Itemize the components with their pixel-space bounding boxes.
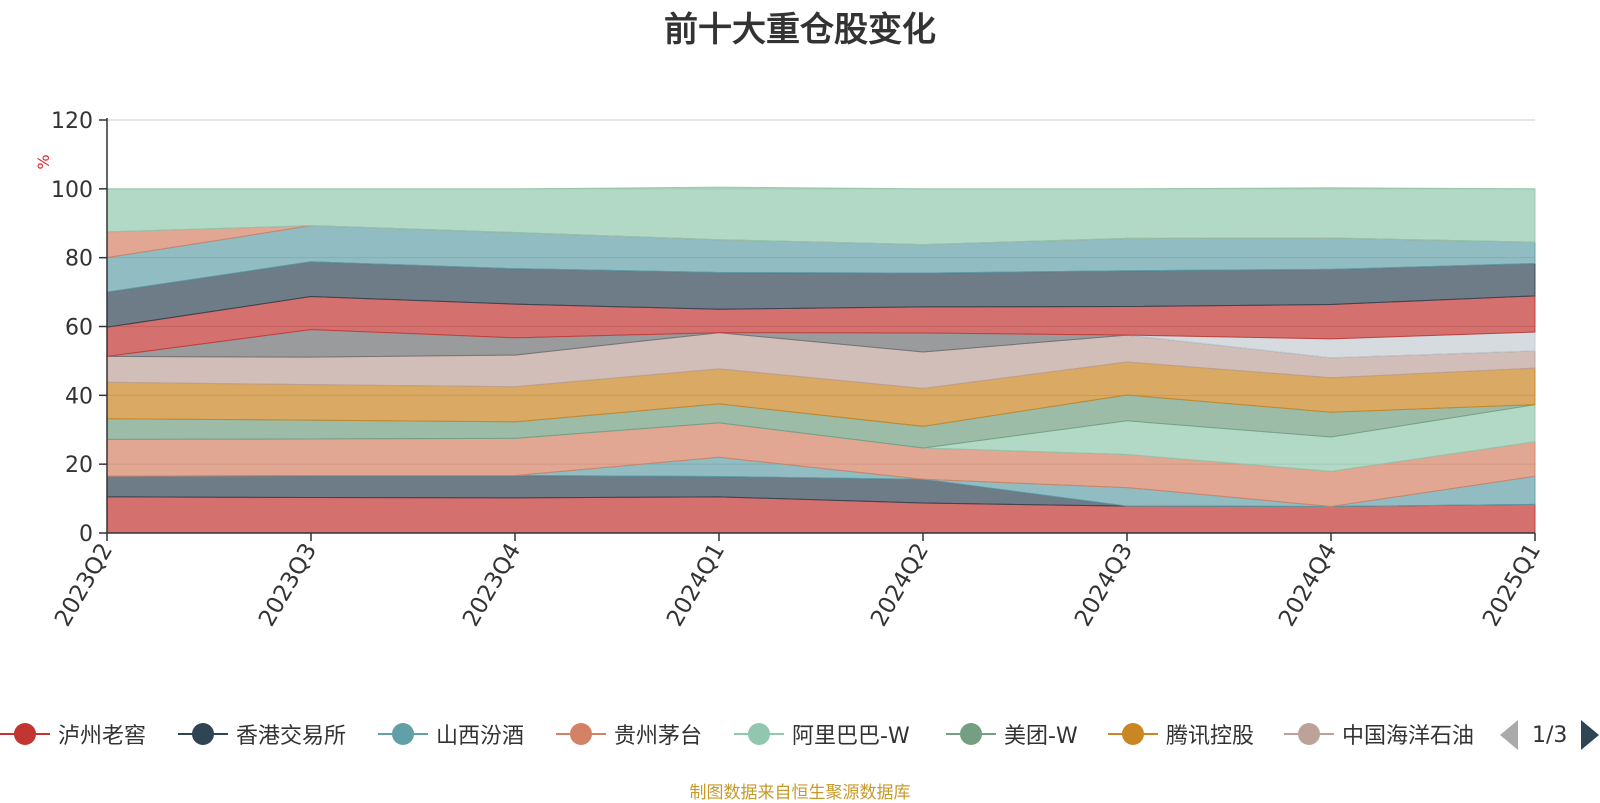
legend-label: 阿里巴巴-W <box>792 724 910 749</box>
legend-swatch-icon <box>1284 721 1334 747</box>
legend-item-泸州老窖[interactable]: 泸州老窖 <box>0 712 146 756</box>
y-tick-label-60: 60 <box>65 316 93 341</box>
legend-item-山西汾酒[interactable]: 山西汾酒 <box>378 712 524 756</box>
legend-label: 山西汾酒 <box>436 724 525 749</box>
legend-label: 腾讯控股 <box>1166 724 1255 749</box>
x-tick-label-2024Q4: 2024Q4 <box>1274 539 1342 631</box>
y-tick-label-40: 40 <box>65 384 93 409</box>
y-tick-label-0: 0 <box>79 522 93 547</box>
legend-item-腾讯控股[interactable]: 腾讯控股 <box>1108 712 1254 756</box>
legend-item-贵州茅台[interactable]: 贵州茅台 <box>556 712 702 756</box>
legend-page-indicator: 1/3 <box>1532 722 1568 748</box>
legend-swatch-icon <box>1108 721 1158 747</box>
y-tick-label-120: 120 <box>51 109 93 134</box>
chart-title: 前十大重仓股变化 <box>664 10 936 50</box>
x-tick-label-2025Q1: 2025Q1 <box>1478 539 1546 631</box>
x-tick-label-2023Q4: 2023Q4 <box>458 539 526 631</box>
y-tick-label-20: 20 <box>65 453 93 478</box>
legend-item-香港交易所[interactable]: 香港交易所 <box>178 712 346 756</box>
legend-swatch-icon <box>178 721 228 747</box>
legend-next-page-icon[interactable] <box>1581 720 1600 750</box>
legend-swatch-icon <box>378 721 428 747</box>
x-tick-label-2023Q2: 2023Q2 <box>50 539 118 631</box>
legend-swatch-icon <box>556 721 606 747</box>
area-series-15[interactable] <box>106 186 1536 246</box>
y-axis-label: % <box>34 154 53 169</box>
legend-label: 美团-W <box>1004 724 1078 749</box>
legend: 泸州老窖 香港交易所 山西汾酒 贵州茅台 阿里巴巴-W 美团-W 腾讯控股 中国海洋石油 <box>0 712 1600 756</box>
legend-swatch-icon <box>734 721 784 747</box>
y-tick-label-100: 100 <box>51 178 93 203</box>
legend-label: 香港交易所 <box>236 724 347 749</box>
x-tick-label-2023Q3: 2023Q3 <box>254 539 322 631</box>
legend-label: 泸州老窖 <box>58 724 147 749</box>
y-tick-label-80: 80 <box>65 247 93 272</box>
legend-item-中国海洋石油[interactable]: 中国海洋石油 <box>1284 712 1474 756</box>
area-series <box>106 186 1536 534</box>
legend-swatch-icon <box>946 721 996 747</box>
legend-prev-page-icon[interactable] <box>1500 720 1518 750</box>
x-tick-label-2024Q3: 2024Q3 <box>1070 539 1138 631</box>
source-note: 制图数据来自恒生聚源数据库 <box>689 783 911 803</box>
legend-label: 中国海洋石油 <box>1342 724 1475 749</box>
legend-swatch-icon <box>0 721 50 747</box>
x-tick-label-2024Q1: 2024Q1 <box>662 539 730 631</box>
legend-pager: 1/3 <box>1500 718 1600 752</box>
legend-item-阿里巴巴-W[interactable]: 阿里巴巴-W <box>734 712 910 756</box>
x-tick-label-2024Q2: 2024Q2 <box>866 539 934 631</box>
legend-item-美团-W[interactable]: 美团-W <box>946 712 1078 756</box>
legend-label: 贵州茅台 <box>614 724 703 749</box>
